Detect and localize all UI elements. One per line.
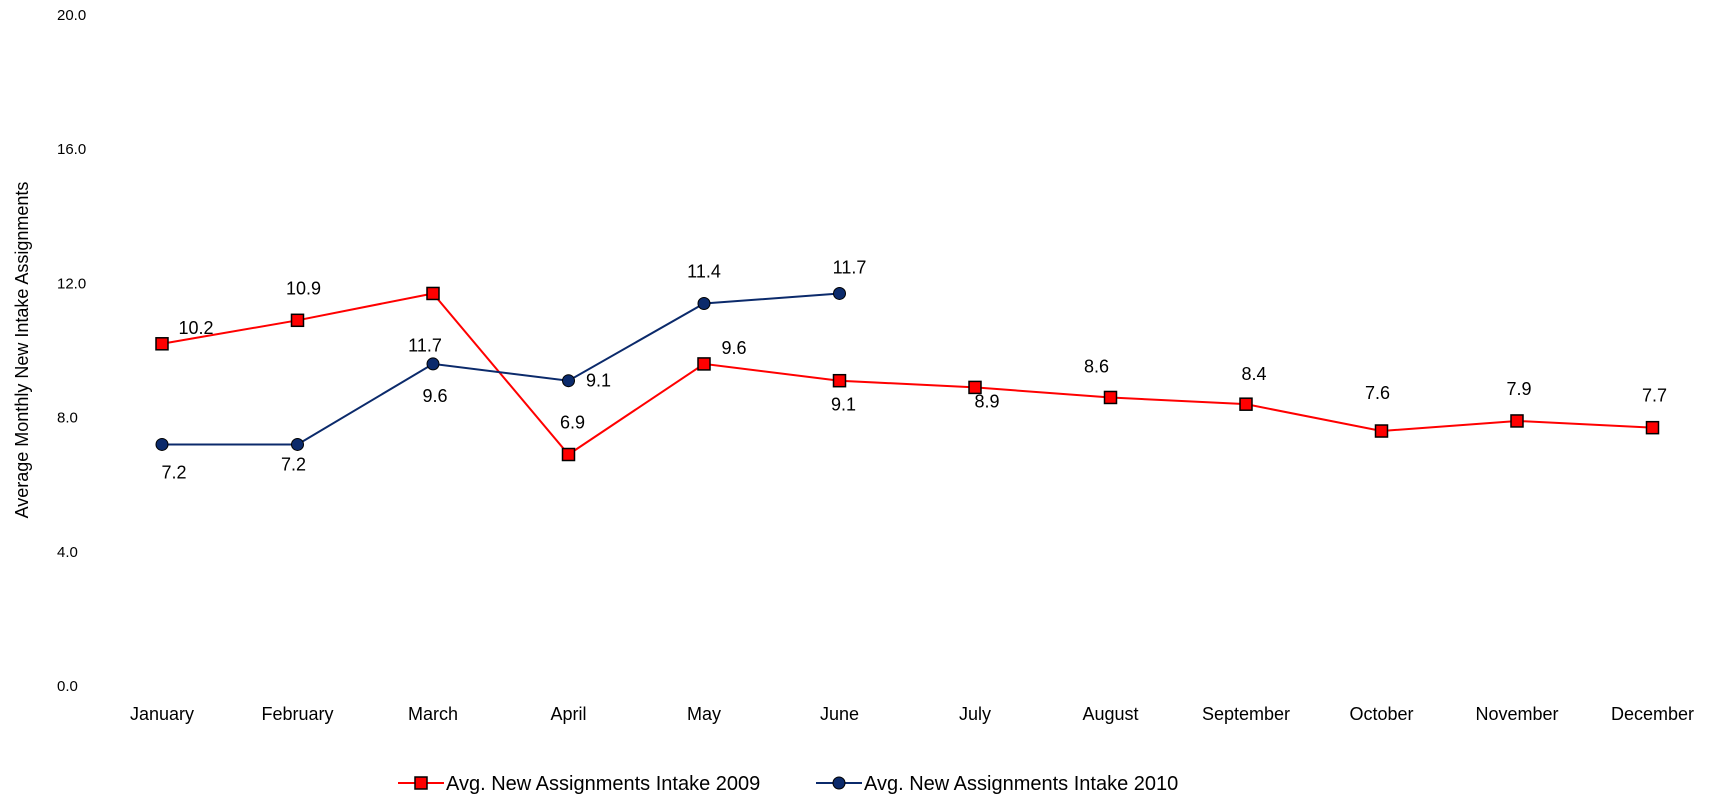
data-point (832, 373, 847, 388)
x-tick-label: June (820, 704, 859, 724)
data-label: 7.7 (1642, 386, 1667, 406)
data-point (561, 447, 576, 462)
data-point (1510, 414, 1524, 428)
data-label: 6.9 (560, 413, 585, 433)
data-label: 11.7 (408, 335, 442, 355)
x-tick-label: September (1202, 704, 1290, 724)
data-label: 7.2 (161, 462, 186, 482)
x-axis-ticks: January February March April May June July Augu… (130, 704, 1694, 724)
y-tick-label: 12.0 (57, 275, 86, 292)
data-label: 7.2 (281, 454, 306, 474)
data-label: 9.1 (831, 395, 856, 415)
x-tick-label: January (130, 704, 194, 724)
legend-label: Avg. New Assignments Intake 2009 (446, 773, 760, 795)
data-point (833, 286, 846, 300)
data-point (426, 286, 440, 301)
data-point (1374, 424, 1389, 438)
data-point (291, 437, 304, 451)
data-point (426, 357, 440, 371)
data-label: 7.6 (1365, 383, 1390, 403)
legend-label: Avg. New Assignments Intake 2010 (864, 773, 1178, 795)
data-label: 8.9 (974, 391, 999, 411)
legend-marker (832, 776, 846, 790)
x-tick-label: February (261, 704, 333, 724)
y-axis-ticks: 0.0 4.0 8.0 12.0 16.0 20.0 (57, 7, 86, 695)
data-label: 10.9 (286, 278, 321, 298)
data-point (1645, 420, 1660, 435)
data-point (697, 357, 711, 371)
data-point (562, 374, 575, 388)
y-tick-label: 20.0 (57, 7, 86, 24)
data-label: 9.1 (586, 371, 611, 391)
x-tick-label: May (687, 704, 721, 724)
legend-item: Avg. New Assignments Intake 2009 (398, 773, 760, 795)
data-point (1239, 397, 1253, 411)
series-1: 10.2 10.9 11.7 6.9 9.6 9.1 8.9 8.6 8.4 7.6 7.9 7.7 (155, 278, 1667, 462)
series-layer: 10.2 10.9 11.7 6.9 9.6 9.1 8.9 8.6 8.4 7.6 7.9 7.7 7… (155, 257, 1667, 482)
data-label: 8.4 (1241, 364, 1266, 384)
y-tick-label: 8.0 (57, 410, 78, 427)
data-label: 10.2 (178, 318, 213, 338)
x-tick-label: July (959, 704, 991, 724)
x-tick-label: October (1349, 704, 1413, 724)
data-point (290, 313, 305, 328)
x-tick-label: March (408, 704, 458, 724)
y-tick-label: 16.0 (57, 141, 86, 158)
legend: Avg. New Assignments Intake 2009 Avg. New… (398, 773, 1178, 795)
x-tick-label: April (550, 704, 586, 724)
series-line (162, 292, 840, 446)
legend-item: Avg. New Assignments Intake 2010 (816, 773, 1178, 795)
data-point (697, 297, 711, 311)
data-point (1103, 390, 1118, 405)
data-point (155, 437, 169, 451)
y-tick-label: 4.0 (57, 544, 78, 561)
data-label: 7.9 (1506, 379, 1531, 399)
data-label: 11.4 (687, 262, 721, 282)
series-line (161, 292, 1653, 456)
data-label: 8.6 (1084, 356, 1109, 376)
y-axis-label-group: Average Monthly New Intake Assignments (12, 182, 32, 519)
y-tick-label: 0.0 (57, 678, 78, 695)
data-label: 9.6 (422, 386, 447, 406)
data-label: 11.7 (833, 257, 867, 277)
x-tick-label: November (1475, 704, 1558, 724)
legend-marker (414, 776, 428, 790)
data-point (155, 337, 169, 351)
x-tick-label: December (1611, 704, 1694, 724)
data-point (968, 380, 982, 395)
series-2: 7.2 7.2 9.6 9.1 11.4 11.7 (155, 257, 867, 482)
x-tick-label: August (1082, 704, 1138, 724)
y-axis-label: Average Monthly New Intake Assignments (12, 182, 32, 519)
data-label: 9.6 (721, 338, 746, 358)
